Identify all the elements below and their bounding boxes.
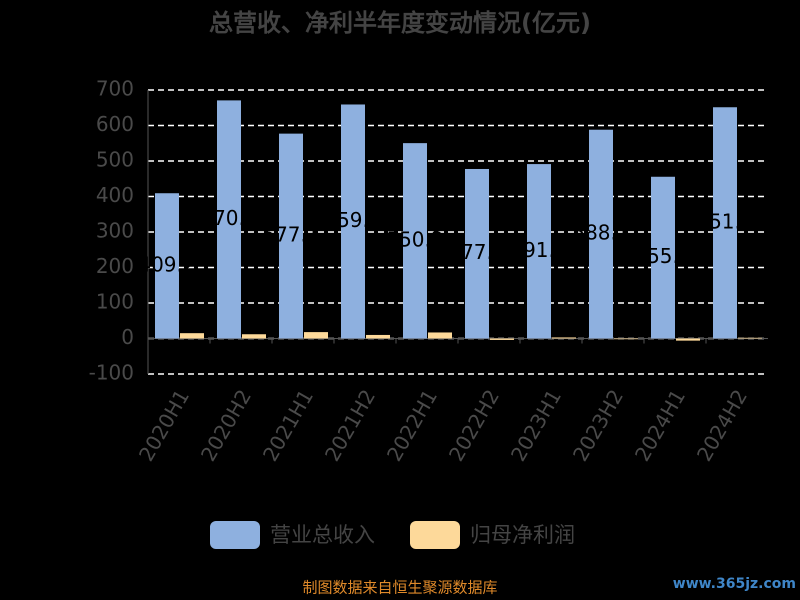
value-label: 491.3 — [510, 238, 567, 262]
bar — [428, 332, 452, 339]
legend-label: 归母净利润 — [470, 523, 575, 547]
y-tick-label: 300 — [96, 219, 134, 243]
value-label: 670.7 — [200, 206, 257, 230]
y-tick-label: 100 — [96, 290, 134, 314]
bar — [490, 338, 514, 340]
bar — [155, 193, 179, 339]
bar — [279, 133, 303, 339]
x-tick-label: 2024H2 — [692, 385, 752, 465]
value-label: 477.5 — [448, 240, 505, 264]
x-tick-label: 2020H1 — [134, 385, 194, 465]
value-label: 455.6 — [634, 244, 691, 268]
bar — [552, 337, 576, 339]
bar — [180, 333, 204, 339]
x-tick-label: 2021H1 — [258, 385, 318, 465]
value-label: 651.4 — [696, 209, 753, 233]
x-tick-label: 2024H1 — [630, 385, 690, 465]
y-tick-label: -100 — [89, 361, 134, 385]
bar — [614, 338, 638, 340]
bar — [589, 129, 613, 339]
x-tick-label: 2022H2 — [444, 385, 504, 465]
x-tick-label: 2023H1 — [506, 385, 566, 465]
y-tick-label: 400 — [96, 183, 134, 207]
value-label: 577.1 — [262, 223, 319, 247]
value-label: 659.2 — [324, 208, 381, 232]
x-tick-label: 2021H2 — [320, 385, 380, 465]
bar — [366, 334, 390, 339]
bar — [651, 176, 675, 339]
y-tick-label: 600 — [96, 112, 134, 136]
legend-swatch — [210, 521, 260, 549]
legend-label: 营业总收入 — [270, 523, 375, 547]
chart-title: 总营收、净利半年度变动情况(亿元) — [209, 9, 591, 37]
value-label: 409.2 — [138, 252, 195, 276]
bar — [242, 334, 266, 339]
bar — [713, 107, 737, 339]
x-tick-label: 2023H2 — [568, 385, 628, 465]
y-tick-label: 700 — [96, 77, 134, 101]
bar — [527, 164, 551, 339]
bar — [738, 337, 762, 339]
x-tick-label: 2022H1 — [382, 385, 442, 465]
watermark: www.365jz.com — [673, 576, 796, 592]
y-tick-label: 0 — [121, 325, 134, 349]
bar — [341, 104, 365, 339]
legend-swatch — [410, 521, 460, 549]
value-label: 588.1 — [572, 221, 629, 245]
value-label: 550.3 — [386, 227, 443, 251]
bar — [304, 332, 328, 339]
bar — [403, 143, 427, 339]
y-tick-label: 500 — [96, 148, 134, 172]
bar — [465, 168, 489, 339]
source-note: 制图数据来自恒生聚源数据库 — [302, 579, 497, 597]
bar — [217, 100, 241, 339]
bar — [676, 338, 700, 341]
y-tick-label: 200 — [96, 254, 134, 278]
x-tick-label: 2020H2 — [196, 385, 256, 465]
